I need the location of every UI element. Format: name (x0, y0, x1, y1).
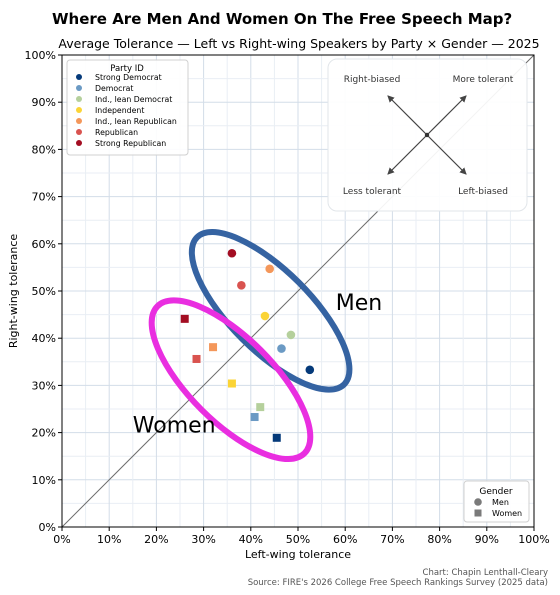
x-tick-label: 60% (333, 533, 357, 546)
inset-arrow (426, 134, 467, 175)
legend-box (66, 59, 189, 156)
legend-label: Ind., lean Republican (95, 117, 177, 126)
legend-label: Republican (95, 128, 138, 137)
x-tick-label: 50% (286, 533, 310, 546)
inset-arrow (387, 134, 428, 175)
x-tick-label: 30% (191, 533, 215, 546)
chart-source: Source: FIRE's 2026 College Free Speech … (247, 578, 548, 588)
legend-marker (76, 96, 82, 102)
annotations: Men Women (133, 291, 382, 439)
women-ellipse (148, 297, 314, 463)
legend-marker (76, 107, 82, 113)
x-tick-label: 20% (144, 533, 168, 546)
point-women (192, 354, 201, 363)
inset-arrow (426, 95, 467, 136)
inset-label: More tolerant (453, 75, 514, 85)
y-tick-label: 100% (25, 49, 56, 62)
chart-credit: Chart: Chapin Lenthall-Cleary (422, 568, 548, 578)
point-men (260, 311, 270, 321)
y-tick-label: 0% (39, 521, 56, 534)
inset-label: Right-biased (344, 75, 401, 85)
axes: 0% 10% 20% 30% 40% 50% 60% 70% 80% 90% 100% 0% 10% 20… (7, 49, 550, 561)
point-women (272, 433, 281, 442)
x-tick-label: 40% (239, 533, 263, 546)
point-men (277, 344, 286, 353)
inset-center (424, 132, 430, 138)
inset-label: Less tolerant (343, 187, 402, 197)
legend-title: Party ID (110, 64, 144, 74)
inset-arrow (387, 95, 428, 136)
legend-label: Strong Republican (95, 139, 166, 148)
men-ellipse (188, 229, 353, 393)
x-tick-label: 0% (53, 533, 70, 546)
point-men (286, 330, 296, 340)
group-ellipses (148, 229, 353, 463)
y-axis-label: Right-wing tolerance (7, 234, 20, 349)
point-men (265, 264, 274, 274)
legend-marker (76, 140, 82, 146)
y-tick-label: 20% (32, 427, 56, 440)
y-tick-label: 50% (32, 285, 56, 298)
quadrant-inset: Right-biased More tolerant Less tolerant Le… (327, 58, 528, 212)
y-tick-label: 10% (32, 474, 56, 487)
x-tick-label: 80% (427, 533, 451, 546)
gender-legend-title: Gender (479, 487, 512, 497)
annotation-women: Women (133, 414, 216, 439)
point-men (227, 248, 237, 258)
legend-label: Ind., lean Democrat (95, 95, 172, 104)
legend-label: Democrat (95, 84, 134, 93)
y-tick-label: 30% (32, 379, 56, 392)
gender-legend-label: Women (492, 509, 522, 518)
data-points (180, 248, 315, 442)
x-tick-label: 70% (380, 533, 404, 546)
gender-legend-label: Men (492, 498, 509, 507)
annotation-men: Men (336, 291, 382, 316)
point-men (305, 365, 315, 375)
y-tick-label: 90% (32, 96, 56, 109)
y-tick-label: 80% (32, 143, 56, 156)
point-women (209, 343, 218, 352)
y-tick-label: 40% (32, 332, 56, 345)
point-women (180, 314, 189, 323)
gender-legend-marker (474, 509, 482, 517)
point-women (227, 379, 236, 388)
inset-label: Left-biased (458, 187, 508, 197)
point-men (237, 281, 246, 290)
legend-marker (76, 118, 82, 124)
point-women (256, 403, 265, 412)
y-tick-label: 60% (32, 238, 56, 251)
x-tick-label: 10% (97, 533, 121, 546)
chart-title: Average Tolerance — Left vs Right-wing S… (58, 36, 540, 51)
legend-label: Independent (95, 106, 144, 115)
x-tick-label: 90% (475, 533, 499, 546)
point-women (250, 413, 259, 422)
page-title: Where Are Men And Women On The Free Spee… (52, 10, 513, 28)
y-tick-label: 70% (32, 191, 56, 204)
x-axis-label: Left-wing tolerance (245, 548, 351, 561)
gender-legend-marker (474, 498, 482, 506)
legend-marker (76, 85, 82, 91)
legend-marker (76, 74, 82, 80)
x-tick-label: 100% (518, 533, 549, 546)
legend-marker (76, 129, 82, 135)
legend-label: Strong Democrat (95, 73, 162, 82)
